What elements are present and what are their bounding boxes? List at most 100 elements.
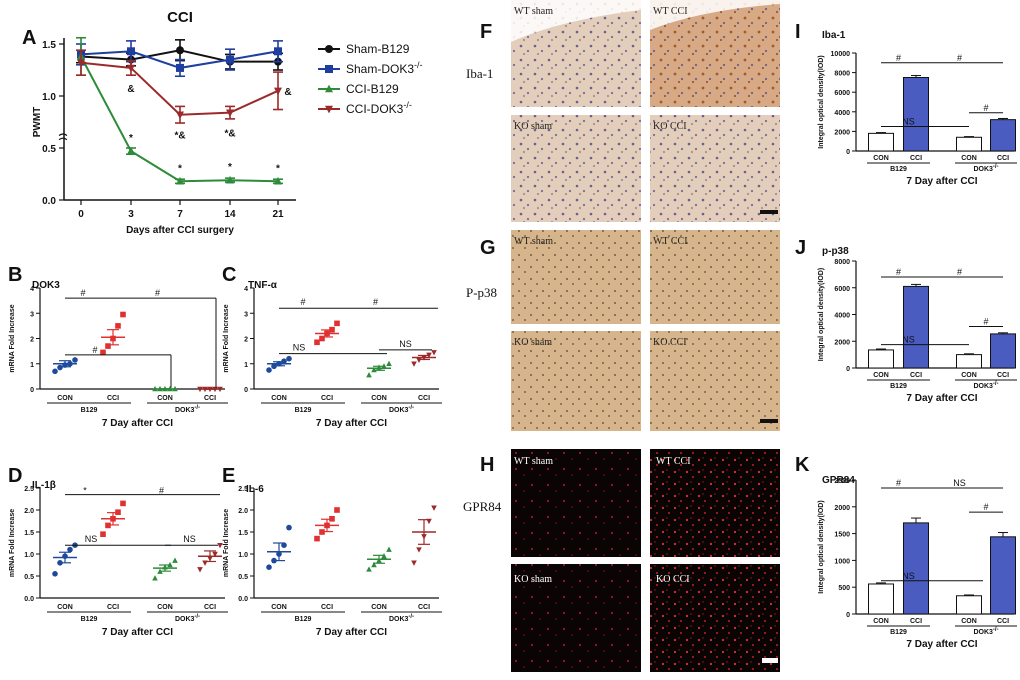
y-tick-label: 0 <box>846 149 850 156</box>
x-tick-label: CCI <box>997 618 1009 625</box>
y-tick-label: 3 <box>30 311 34 318</box>
y-tick-label: 0.5 <box>42 144 56 155</box>
tile-label: WT sham <box>514 236 553 247</box>
y-axis-label: Integral optical density(IOD) <box>818 500 825 593</box>
x-axis-caption: 7 Day after CCI <box>906 639 977 650</box>
axis-break <box>58 133 68 141</box>
data-point <box>57 364 63 371</box>
x-tick-label: CON <box>961 618 977 625</box>
row-label-iba1: Iba-1 <box>466 66 493 81</box>
significance-mark: & <box>127 84 134 95</box>
data-point <box>386 546 392 552</box>
y-tick-label: 1000 <box>834 558 850 565</box>
y-tick-label: 2500 <box>834 478 850 485</box>
data-point <box>52 368 58 375</box>
significance-mark: # <box>896 478 901 488</box>
tile-label: WT sham <box>514 456 553 467</box>
panel-letter-k: K <box>795 454 810 476</box>
bar <box>868 132 894 152</box>
bar <box>956 354 982 369</box>
legend-marker <box>325 84 333 93</box>
y-tick-label: 4000 <box>834 313 850 320</box>
y-tick-label: 1.0 <box>42 92 56 103</box>
data-point <box>212 551 218 558</box>
y-tick-label: 0 <box>244 387 248 394</box>
micrograph-f-ko-sham <box>511 115 641 222</box>
tile-label: WT sham <box>514 6 553 17</box>
panel-j-bar-chart: p-p38 0 2000 4000 6000 8000 Integral optical d… <box>818 246 1017 404</box>
x-tick-label: CCI <box>910 372 922 379</box>
data-point <box>334 507 340 513</box>
x-tick-label: CON <box>371 395 387 402</box>
chart-title: GPR84 <box>822 475 855 486</box>
x-tick-label: CCI <box>418 395 430 402</box>
scale-bar <box>760 419 778 423</box>
y-tick-label: 2.5 <box>238 486 248 493</box>
x-tick-label: CON <box>961 372 977 379</box>
group-label: DOK3-/- <box>389 614 414 623</box>
x-tick-label: CCI <box>321 604 333 611</box>
group-label: DOK3-/- <box>175 405 200 414</box>
legend-marker <box>325 65 333 73</box>
x-axis-caption: 7 Day after CCI <box>102 418 173 429</box>
micrograph-g-ko-sham <box>511 331 641 431</box>
significance-mark: * <box>129 133 133 144</box>
data-point <box>217 542 223 549</box>
data-point <box>274 47 282 56</box>
x-tick-label: CON <box>371 604 387 611</box>
row-label-gpr84: GPR84 <box>463 499 502 514</box>
data-point <box>386 360 392 366</box>
data-point <box>411 361 417 367</box>
data-point <box>120 500 126 507</box>
legend-marker <box>325 45 333 53</box>
y-axis-label: mRNA Fold Increase <box>9 304 16 372</box>
x-tick-label: CCI <box>107 604 119 611</box>
data-point <box>152 575 158 581</box>
data-point <box>266 564 272 570</box>
y-axis-label: mRNA Fold Increase <box>223 509 230 577</box>
x-tick-label: CCI <box>910 155 922 162</box>
data-point <box>416 357 422 364</box>
x-tick-label: CCI <box>418 604 430 611</box>
significance-mark: & <box>284 87 291 98</box>
micrograph-h-wt-cci <box>650 449 780 557</box>
panel-a-line-chart: CCI 0.0 0.5 1.0 1.5 0 3 7 14 21 Days after CCI sur… <box>32 9 423 236</box>
tile-label: KO sham <box>514 574 552 585</box>
y-tick-label: 2.5 <box>24 486 34 493</box>
panel-letter-e: E <box>222 465 235 487</box>
x-tick-label: CCI <box>321 395 333 402</box>
tissue-edge <box>650 0 780 30</box>
bar <box>990 536 1016 615</box>
tile-label: KO CCI <box>656 574 690 585</box>
y-tick-label: 1.0 <box>238 552 248 559</box>
panel-letter-g: G <box>480 237 496 259</box>
x-tick-label: CCI <box>997 155 1009 162</box>
y-tick-label: 1.5 <box>42 40 56 51</box>
data-point <box>314 339 320 346</box>
bar <box>956 595 982 615</box>
data-point <box>127 47 135 56</box>
bar <box>990 333 1016 369</box>
data-point <box>431 350 437 356</box>
significance-mark: # <box>896 53 901 63</box>
data-point <box>176 176 184 185</box>
significance-mark: # <box>957 267 962 277</box>
x-tick-label: CCI <box>107 395 119 402</box>
significance-mark: NS <box>183 534 196 544</box>
row-label-pp38: P-p38 <box>466 285 497 300</box>
y-tick-label: 3 <box>244 311 248 318</box>
y-tick-label: 4000 <box>834 110 850 117</box>
y-tick-label: 4 <box>244 286 248 293</box>
micrograph-h-wt-sham <box>511 449 641 557</box>
data-point <box>274 87 282 96</box>
data-point <box>172 557 178 563</box>
data-point <box>371 561 377 568</box>
panel-letter-i: I <box>795 21 801 43</box>
x-tick-label: 0 <box>78 209 84 220</box>
x-tick-label: 7 <box>177 209 183 220</box>
panel-letter-c: C <box>222 264 236 286</box>
significance-mark: NS <box>85 534 98 544</box>
data-point <box>176 111 184 120</box>
micrograph-g-ko-cci <box>650 331 780 431</box>
significance-mark: NS <box>902 571 915 581</box>
